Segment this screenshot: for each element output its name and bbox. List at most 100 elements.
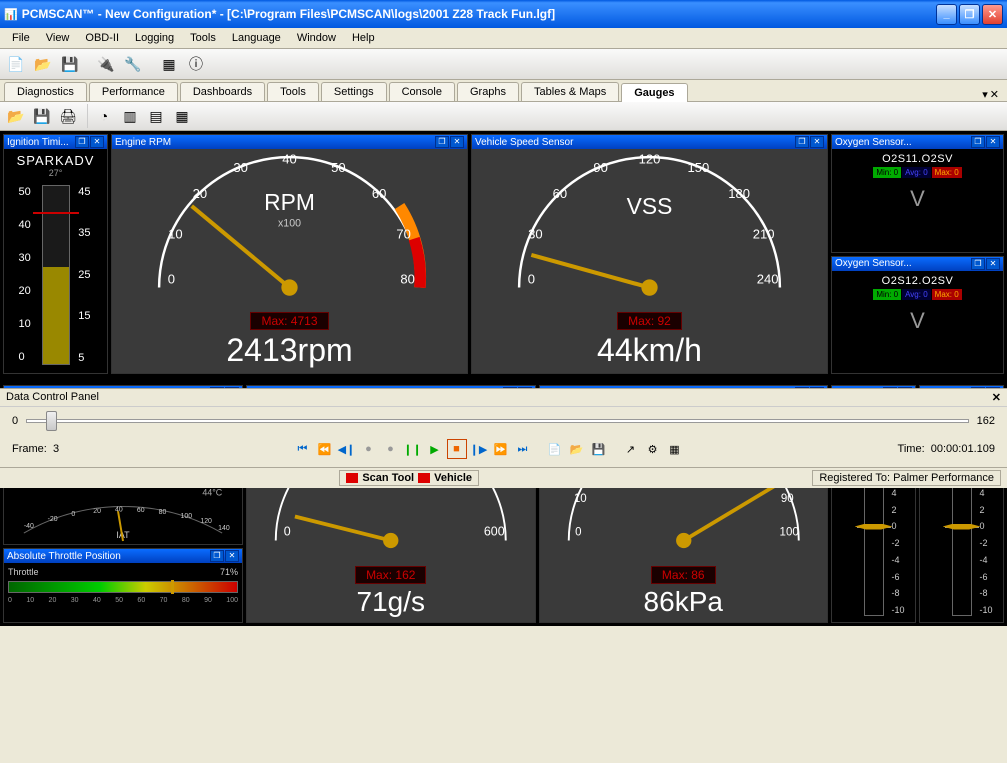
- svg-text:10: 10: [573, 493, 586, 505]
- maximize-button[interactable]: ❐: [959, 4, 980, 25]
- svg-text:70: 70: [396, 227, 411, 242]
- svg-text:140: 140: [218, 525, 230, 532]
- svg-text:90: 90: [780, 493, 793, 505]
- vss-max: Max: 92: [617, 312, 682, 330]
- save-log-icon[interactable]: 💾: [589, 439, 609, 459]
- connect-icon[interactable]: 🔌: [94, 52, 118, 76]
- info-icon[interactable]: ⓘ: [184, 52, 208, 76]
- close-button[interactable]: ✕: [982, 4, 1003, 25]
- svg-text:10: 10: [168, 227, 183, 242]
- restore-icon[interactable]: ❐: [795, 136, 809, 148]
- gauge-dial-icon[interactable]: ◔: [92, 104, 116, 128]
- svg-text:0: 0: [528, 271, 535, 286]
- restore-icon[interactable]: ❐: [75, 136, 89, 148]
- tab-dashboards[interactable]: Dashboards: [180, 82, 265, 101]
- pause-icon[interactable]: ❙❙: [403, 439, 423, 459]
- grid-icon[interactable]: ▦: [157, 52, 181, 76]
- close-icon[interactable]: ✕: [450, 136, 464, 148]
- stop-icon[interactable]: ■: [447, 439, 467, 459]
- panel-header-rpm[interactable]: Engine RPM ❐ ✕: [112, 135, 467, 149]
- spark-gauge: SPARKADV 27° 0 10 20 30 40 50 5: [4, 149, 107, 373]
- tab-console[interactable]: Console: [389, 82, 455, 101]
- restore-icon[interactable]: ❐: [971, 136, 985, 148]
- close-icon[interactable]: ✕: [986, 258, 1000, 270]
- menu-logging[interactable]: Logging: [127, 30, 182, 46]
- tab-performance[interactable]: Performance: [89, 82, 178, 101]
- menu-window[interactable]: Window: [289, 30, 344, 46]
- step-fwd-icon[interactable]: ❙▶: [469, 439, 489, 459]
- tab-tools[interactable]: Tools: [267, 82, 319, 101]
- svg-text:100: 100: [181, 513, 193, 520]
- gauge-strip-icon[interactable]: ▤: [144, 104, 168, 128]
- record-off-icon[interactable]: ●: [359, 439, 379, 459]
- dcp-close-icon[interactable]: ✕: [992, 391, 1001, 404]
- rewind-icon[interactable]: ⏪: [315, 439, 335, 459]
- gauge-toolbar: 📂 💾 🖨 ◔ ▥ ▤ ▦: [0, 102, 1007, 131]
- svg-text:100: 100: [779, 527, 798, 539]
- new-log-icon[interactable]: 📄: [545, 439, 565, 459]
- record-icon[interactable]: ●: [381, 439, 401, 459]
- panel-header-vss[interactable]: Vehicle Speed Sensor ❐ ✕: [472, 135, 827, 149]
- window-title: PCMSCAN™ - New Configuration* - [C:\Prog…: [18, 7, 934, 21]
- play-icon[interactable]: ▶: [425, 439, 445, 459]
- status-bar: Scan Tool Vehicle Registered To: Palmer …: [0, 467, 1007, 488]
- tab-diagnostics[interactable]: Diagnostics: [4, 82, 87, 101]
- tab-settings[interactable]: Settings: [321, 82, 387, 101]
- restore-icon[interactable]: ❐: [971, 258, 985, 270]
- menu-file[interactable]: File: [4, 30, 38, 46]
- svg-text:600: 600: [484, 525, 505, 539]
- export-icon[interactable]: ↗: [621, 439, 641, 459]
- panel-header-spark[interactable]: Ignition Timi... ❐ ✕: [4, 135, 107, 149]
- chart-icon[interactable]: ▦: [665, 439, 685, 459]
- menu-obdii[interactable]: OBD-II: [77, 30, 127, 46]
- svg-text:120: 120: [639, 152, 661, 167]
- close-icon[interactable]: ✕: [90, 136, 104, 148]
- new-icon[interactable]: 📄: [4, 52, 28, 76]
- tab-graphs[interactable]: Graphs: [457, 82, 519, 101]
- save-gauge-icon[interactable]: 💾: [30, 104, 54, 128]
- menu-view[interactable]: View: [38, 30, 78, 46]
- print-gauge-icon[interactable]: 🖨: [56, 104, 80, 128]
- tab-tables[interactable]: Tables & Maps: [521, 82, 619, 101]
- restore-icon[interactable]: ❐: [435, 136, 449, 148]
- tool-icon[interactable]: 🔧: [121, 52, 145, 76]
- tab-gauges[interactable]: Gauges: [621, 83, 687, 102]
- menu-language[interactable]: Language: [224, 30, 289, 46]
- panel-spark: Ignition Timi... ❐ ✕ SPARKADV 27° 0 10 2…: [3, 134, 108, 374]
- dcp-start: 0: [12, 415, 18, 427]
- svg-text:240: 240: [757, 271, 779, 286]
- status-legend: Scan Tool Vehicle: [339, 470, 479, 486]
- tabstrip-dropdown-icon[interactable]: ▾: [982, 88, 988, 101]
- svg-text:44°C: 44°C: [202, 487, 222, 497]
- settings-icon[interactable]: ⚙: [643, 439, 663, 459]
- close-icon[interactable]: ✕: [986, 136, 1000, 148]
- svg-text:RPM: RPM: [264, 189, 315, 215]
- svg-text:0: 0: [284, 525, 291, 539]
- dcp-slider[interactable]: [26, 419, 969, 423]
- vss-gauge: 03060 90120150 180210240 VSS Max: 92 44k…: [472, 149, 827, 373]
- menu-help[interactable]: Help: [344, 30, 383, 46]
- dcp-title: Data Control Panel: [6, 391, 99, 404]
- close-icon[interactable]: ✕: [810, 136, 824, 148]
- fast-fwd-icon[interactable]: ⏩: [491, 439, 511, 459]
- skip-end-icon[interactable]: ⏭: [513, 439, 533, 459]
- skip-start-icon[interactable]: ⏮: [293, 439, 313, 459]
- menu-tools[interactable]: Tools: [182, 30, 224, 46]
- gauge-grid-icon[interactable]: ▦: [170, 104, 194, 128]
- open-icon[interactable]: 📂: [31, 52, 55, 76]
- tabstrip-close-icon[interactable]: ✕: [990, 88, 999, 101]
- restore-icon[interactable]: ❐: [210, 550, 224, 562]
- save-icon[interactable]: 💾: [58, 52, 82, 76]
- minimize-button[interactable]: _: [936, 4, 957, 25]
- svg-text:0: 0: [168, 271, 175, 286]
- step-back-icon[interactable]: ◀❙: [337, 439, 357, 459]
- close-icon[interactable]: ✕: [225, 550, 239, 562]
- svg-text:50: 50: [331, 160, 346, 175]
- svg-text:-20: -20: [48, 516, 58, 523]
- panel-vss: Vehicle Speed Sensor ❐ ✕ 03060 90120150 …: [471, 134, 828, 374]
- gauge-bar-icon[interactable]: ▥: [118, 104, 142, 128]
- rpm-max: Max: 4713: [250, 312, 328, 330]
- open-log-icon[interactable]: 📂: [567, 439, 587, 459]
- open-gauge-icon[interactable]: 📂: [4, 104, 28, 128]
- data-control-panel: Data Control Panel ✕ 0 162 Frame: 3 ⏮ ⏪ …: [0, 388, 1007, 467]
